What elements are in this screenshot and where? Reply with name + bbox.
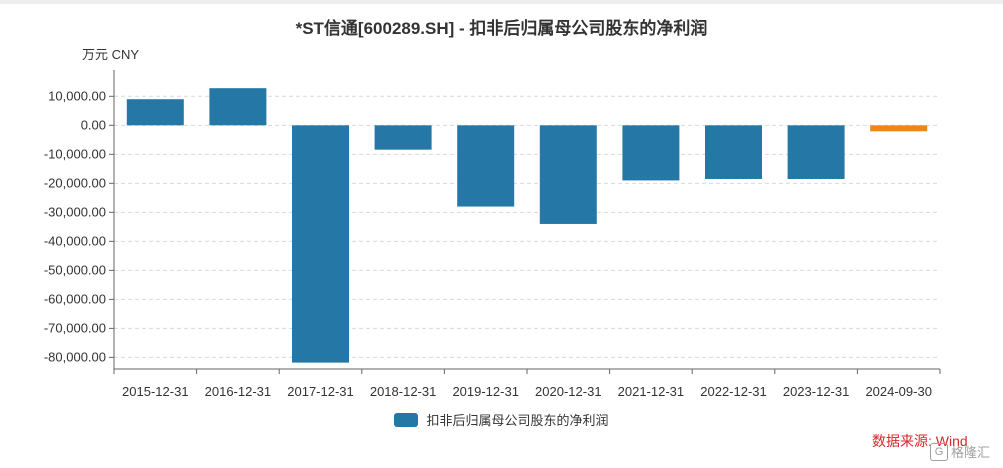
watermark: G 格隆汇 [930, 442, 990, 461]
y-tick-label: -70,000.00 [44, 320, 106, 335]
y-tick-label: -60,000.00 [44, 291, 106, 306]
bar [374, 125, 432, 150]
bar [622, 125, 680, 181]
y-tick-label: -20,000.00 [44, 175, 106, 190]
y-tick-label: 0.00 [81, 117, 106, 132]
chart-title: *ST信通[600289.SH] - 扣非后归属母公司股东的净利润 [295, 19, 708, 38]
watermark-logo-icon: G [930, 442, 948, 461]
x-tick-label: 2024-09-30 [865, 384, 932, 399]
x-tick-label: 2022-12-31 [700, 384, 767, 399]
bar [126, 99, 184, 126]
watermark-text: 格隆汇 [951, 445, 991, 460]
legend[interactable]: 扣非后归属母公司股东的净利润 [0, 410, 1003, 429]
bar [292, 125, 349, 363]
y-tick-label: -80,000.00 [44, 349, 106, 364]
bar [209, 88, 267, 126]
bar [787, 125, 845, 179]
legend-swatch [394, 412, 419, 427]
bar [870, 125, 928, 132]
y-tick-label: 10,000.00 [48, 88, 106, 103]
x-tick-label: 2023-12-31 [783, 384, 850, 399]
x-tick-label: 2019-12-31 [452, 384, 519, 399]
bar [539, 125, 597, 224]
y-tick-label: -50,000.00 [44, 262, 106, 277]
y-tick-label: -40,000.00 [44, 233, 106, 248]
x-tick-label: 2015-12-31 [122, 384, 189, 399]
y-tick-label: -30,000.00 [44, 204, 106, 219]
legend-label: 扣非后归属母公司股东的净利润 [426, 413, 609, 428]
y-unit-label: 万元 CNY [82, 47, 140, 62]
y-tick-label: -10,000.00 [44, 146, 106, 161]
bar [705, 125, 762, 179]
x-tick-label: 2017-12-31 [287, 384, 354, 399]
top-border [0, 0, 1003, 4]
data-source: 数据来源: Wind [872, 433, 968, 449]
x-tick-label: 2020-12-31 [535, 384, 602, 399]
x-tick-label: 2016-12-31 [205, 384, 272, 399]
x-tick-label: 2021-12-31 [618, 384, 685, 399]
bar [457, 125, 515, 207]
x-tick-label: 2018-12-31 [370, 384, 437, 399]
